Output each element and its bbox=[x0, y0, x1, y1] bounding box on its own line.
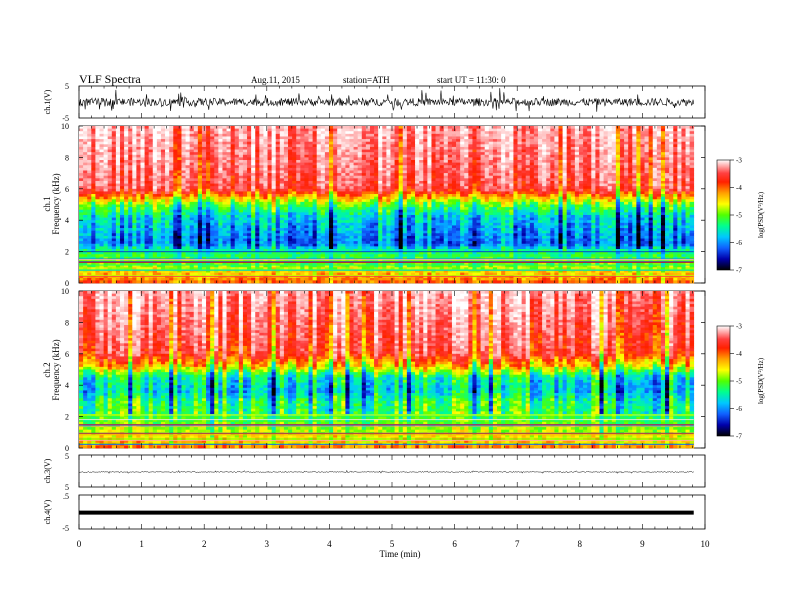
ch2-spectrogram-ylabel-channel: ch.2 bbox=[42, 362, 52, 377]
ch4-waveform-panel: ch.4(V) 5 .5 -5 bbox=[43, 483, 706, 533]
ch4-ytick-half: .5 bbox=[63, 492, 69, 501]
ch2-spectrogram-ytick-8: 8 bbox=[65, 318, 69, 327]
time-tick-label-10: 10 bbox=[701, 539, 711, 549]
ch1-ytick-5: 5 bbox=[65, 82, 69, 91]
ch1-waveform-line bbox=[78, 88, 695, 112]
ch1-waveform-ylabel: ch.1(V) bbox=[43, 89, 52, 114]
ch2-spectrogram-ytick-4: 4 bbox=[65, 381, 69, 390]
time-tick-label-1: 1 bbox=[139, 539, 144, 549]
ch2-spectrogram-ytick-2: 2 bbox=[65, 413, 69, 422]
ch1-spectrogram-ytick-6: 6 bbox=[65, 185, 69, 194]
time-tick-label-4: 4 bbox=[327, 539, 332, 549]
time-axis: 0 1 2 3 4 5 6 7 8 9 10 bbox=[77, 86, 710, 549]
ch1-spectrogram-ytick-0: 0 bbox=[65, 279, 69, 288]
ch1-spectrogram-ytick-4: 4 bbox=[65, 216, 69, 225]
time-tick-label-8: 8 bbox=[578, 539, 583, 549]
ch1-spectrogram-ylabel-freq: Frequency (kHz) bbox=[51, 173, 61, 234]
ch2-colorbar-tick--4: -4 bbox=[736, 350, 742, 358]
ch2-spectrogram-ytick-6: 6 bbox=[65, 350, 69, 359]
ch1-spectrogram-panel: ch.1 Frequency (kHz) 0 2 4 6 8 10 bbox=[42, 122, 706, 288]
time-tick-label-7: 7 bbox=[515, 539, 520, 549]
ch1-colorbar-label: log(PSD(V²/Hz) bbox=[757, 191, 765, 238]
ch1-colorbar-tick--5: -5 bbox=[736, 212, 742, 220]
ch1-spectrogram-ytick-10: 10 bbox=[61, 122, 69, 131]
ch1-spectrogram-ytick-2: 2 bbox=[65, 248, 69, 257]
ch2-colorbar-tick--6: -6 bbox=[736, 405, 742, 413]
date-label: Aug.11, 2015 bbox=[251, 75, 300, 85]
ch1-colorbar-tick--3: -3 bbox=[736, 157, 742, 165]
ch3-ytick-5: 5 bbox=[65, 452, 69, 461]
ch2-colorbar-label: log(PSD(V²/Hz) bbox=[757, 357, 765, 404]
ch4-waveform-ylabel: ch.4(V) bbox=[43, 499, 52, 524]
time-tick-label-5: 5 bbox=[390, 539, 395, 549]
time-tick-label-6: 6 bbox=[452, 539, 457, 549]
ch2-spectrogram-panel: ch.2 Frequency (kHz) 0 2 4 6 8 10 bbox=[42, 287, 706, 453]
ch1-colorbar-tick--4: -4 bbox=[736, 184, 742, 192]
ch1-colorbar-tick--6: -6 bbox=[736, 239, 742, 247]
ch2-colorbar: -3 -4 -5 -6 -7 log(PSD(V²/Hz) bbox=[716, 323, 765, 441]
ch2-spectrogram-image bbox=[79, 291, 695, 449]
ch1-spectrogram-image bbox=[79, 126, 695, 284]
ch1-waveform-panel: ch.1(V) 5 -5 bbox=[43, 82, 706, 123]
ch3-waveform-ylabel: ch.3(V) bbox=[43, 458, 52, 483]
ch2-spectrogram-ytick-0: 0 bbox=[65, 444, 69, 453]
ch4-ytick-minus5: -5 bbox=[62, 524, 69, 533]
ch1-spectrogram-ylabel-channel: ch.1 bbox=[42, 196, 52, 211]
time-tick-label-9: 9 bbox=[640, 539, 645, 549]
time-tick-label-2: 2 bbox=[202, 539, 207, 549]
time-tick-label-3: 3 bbox=[265, 539, 270, 549]
ch1-colorbar-tick--7: -7 bbox=[736, 267, 742, 275]
start-time-label: start UT = 11:30: 0 bbox=[437, 75, 506, 85]
ch1-ytick-minus5: -5 bbox=[62, 114, 69, 123]
ch1-spectrogram-ytick-8: 8 bbox=[65, 153, 69, 162]
ch2-spectrogram-ylabel-freq: Frequency (kHz) bbox=[51, 339, 61, 400]
station-label: station=ATH bbox=[343, 75, 390, 85]
ch2-spectrogram-ytick-10: 10 bbox=[61, 287, 69, 296]
time-axis-label: Time (min) bbox=[380, 549, 421, 559]
ch2-colorbar-tick--5: -5 bbox=[736, 378, 742, 386]
ch3-waveform-line bbox=[78, 469, 694, 474]
ch2-colorbar-tick--7: -7 bbox=[736, 433, 742, 441]
time-tick-label-0: 0 bbox=[77, 539, 82, 549]
ch1-waveform-trace bbox=[78, 88, 695, 112]
ch4-ytick-5: 5 bbox=[65, 483, 69, 492]
ch1-colorbar: -3 -4 -5 -6 -7 log(PSD(V²/Hz) bbox=[716, 157, 765, 275]
ch3-waveform-panel: ch.3(V) 5 bbox=[43, 452, 706, 488]
ch3-waveform-trace bbox=[78, 469, 694, 474]
figure-title: VLF Spectra bbox=[79, 72, 141, 86]
ch2-colorbar-tick--3: -3 bbox=[736, 323, 742, 331]
